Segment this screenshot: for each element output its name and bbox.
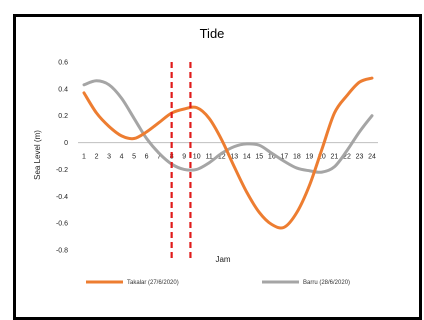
x-tick-label: 14 [243,154,251,161]
chart-title: Tide [200,26,225,41]
y-tick-label: 0.2 [58,113,68,120]
legend: Takalar (27/6/2020) Barru (28/6/2020) [86,280,350,286]
y-tick-labels: 0.6 0.4 0.2 0 -0.2 -0.4 -0.6 -0.8 [56,60,68,255]
x-tick-label: 15 [255,154,263,161]
x-tick-label: 10 [193,154,201,161]
y-tick-label: 0.6 [58,60,68,67]
x-axis-label: Jam [215,255,230,264]
series-layer [82,76,374,230]
x-tick-label: 6 [145,154,149,161]
legend-label-takalar: Takalar (27/6/2020) [127,280,179,286]
chart-frame [13,14,422,320]
x-tick-label: 24 [368,154,376,161]
x-tick-label: 7 [157,154,161,161]
x-tick-labels: 123456789101112131415161718192021222324 [82,154,376,161]
annotation-layer [170,62,192,258]
x-tick-label: 20 [318,154,326,161]
x-tick-label: 12 [218,154,226,161]
x-tick-label: 17 [280,154,288,161]
x-tick-label: 16 [268,154,276,161]
x-tick-label: 9 [182,154,186,161]
y-tick-label: -0.8 [56,248,68,255]
x-tick-label: 2 [95,154,99,161]
x-tick-label: 18 [293,154,301,161]
y-axis-label: Sea Level (m) [33,130,42,180]
x-tick-label: 13 [230,154,238,161]
y-tick-label: 0 [64,140,68,147]
x-tick-label: 21 [331,154,339,161]
x-tick-label: 5 [132,154,136,161]
y-tick-label: -0.2 [56,167,68,174]
y-tick-label: 0.4 [58,86,68,93]
y-tick-label: -0.4 [56,194,68,201]
x-tick-label: 4 [120,154,124,161]
series-line-takalar [82,76,374,230]
x-tick-label: 19 [305,154,313,161]
x-tick-label: 23 [356,154,364,161]
legend-label-barru: Barru (28/6/2020) [303,280,350,286]
x-tick-label: 11 [206,154,213,161]
x-tick-label: 22 [343,154,351,161]
x-tick-label: 3 [107,154,111,161]
y-tick-label: -0.6 [56,221,68,228]
x-tick-label: 1 [82,154,86,161]
